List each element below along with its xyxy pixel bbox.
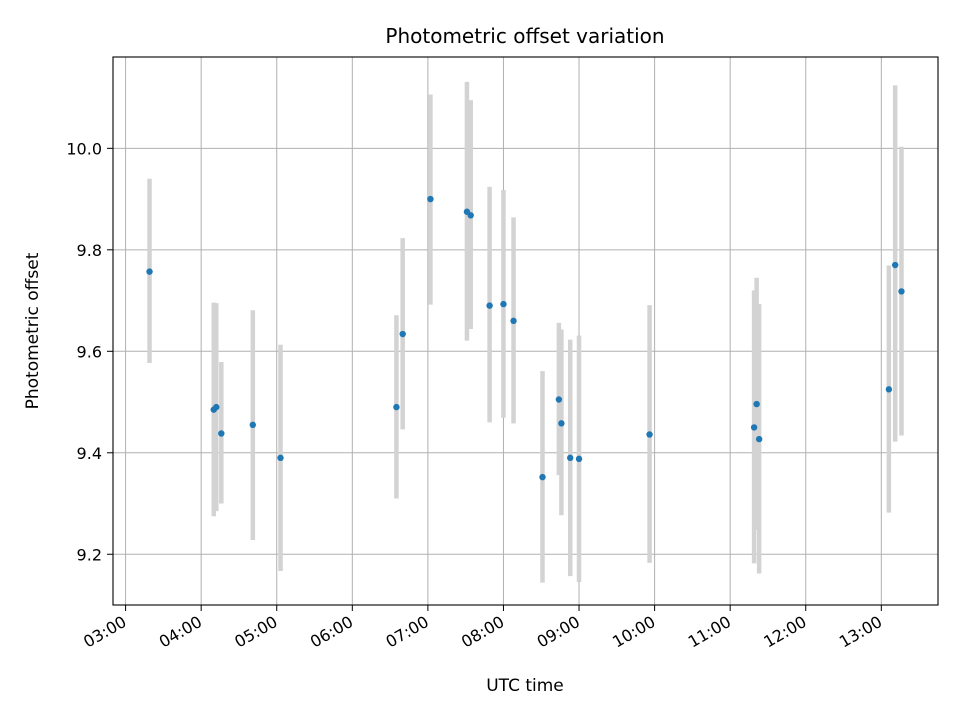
y-tick-label: 10.0 [66, 139, 102, 158]
data-point [755, 435, 763, 443]
y-tick-label: 9.2 [77, 545, 102, 564]
data-points [146, 195, 905, 481]
data-point [539, 473, 546, 481]
data-point [277, 454, 284, 462]
data-point [146, 268, 153, 275]
data-point [399, 330, 406, 338]
y-axis-title: Photometric offset [23, 252, 43, 409]
data-point [555, 396, 563, 403]
data-point [486, 302, 493, 309]
data-point [249, 421, 257, 429]
plot-frame [112, 56, 939, 606]
data-point [575, 455, 583, 463]
y-axis-ticks: 9.2 9.4 9.6 9.8 10.0 [66, 139, 113, 564]
data-point [393, 403, 400, 411]
data-point [467, 212, 474, 219]
data-point [558, 420, 565, 427]
y-tick-label: 9.8 [77, 241, 102, 260]
data-point [567, 454, 574, 462]
data-point [510, 317, 517, 325]
y-tick-label: 9.4 [77, 444, 102, 463]
data-point [218, 430, 225, 437]
chart-title: Photometric offset variation [385, 24, 664, 48]
data-point [646, 431, 653, 438]
data-point [500, 300, 507, 308]
data-point [891, 261, 899, 269]
data-point [213, 403, 220, 411]
data-point [898, 288, 905, 295]
data-point [750, 424, 758, 431]
data-point [885, 386, 893, 393]
data-point [753, 400, 760, 408]
data-point [427, 195, 434, 203]
y-tick-label: 9.6 [77, 342, 102, 361]
x-axis-title: UTC time [486, 676, 564, 696]
